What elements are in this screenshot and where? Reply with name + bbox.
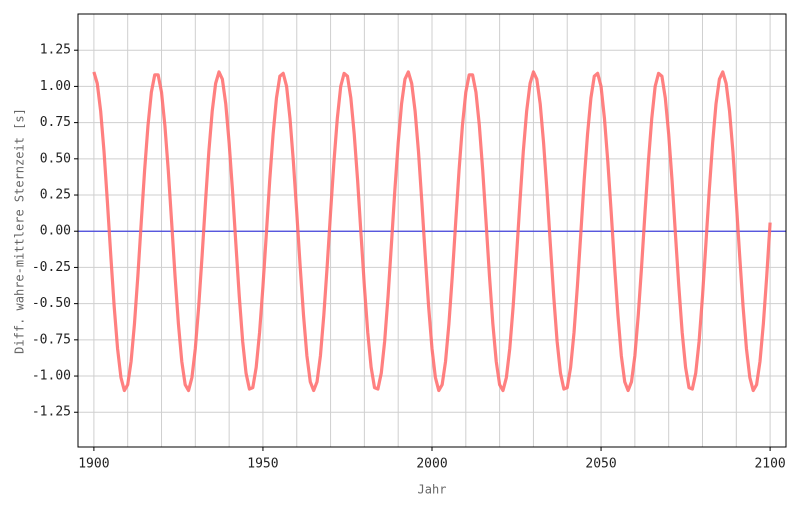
x-tick-label: 2050 — [585, 457, 616, 472]
y-tick-label: 0.25 — [40, 188, 71, 203]
y-axis-label: Diff. wahre-mittlere Sternzeit [s] — [13, 108, 27, 354]
y-tick-label: -0.50 — [32, 296, 71, 311]
y-tick-label: -0.25 — [32, 260, 71, 275]
y-tick-label: -0.75 — [32, 332, 71, 347]
plot — [78, 70, 786, 393]
y-tick-label: 0.75 — [40, 115, 71, 130]
y-tick-label: -1.25 — [32, 405, 71, 420]
x-axis-label: Jahr — [418, 483, 447, 497]
y-tick-label: 1.25 — [40, 43, 71, 58]
x-tick-label: 1900 — [78, 457, 109, 472]
y-tick-label: -1.00 — [32, 369, 71, 384]
y-tick-label: 0.50 — [40, 151, 71, 166]
x-tick-label: 2100 — [754, 457, 785, 472]
x-tick-label: 1950 — [247, 457, 278, 472]
x-tick-label: 2000 — [416, 457, 447, 472]
y-tick-label: 0.00 — [40, 224, 71, 239]
y-tick-label: 1.00 — [40, 79, 71, 94]
data-line — [92, 70, 772, 393]
